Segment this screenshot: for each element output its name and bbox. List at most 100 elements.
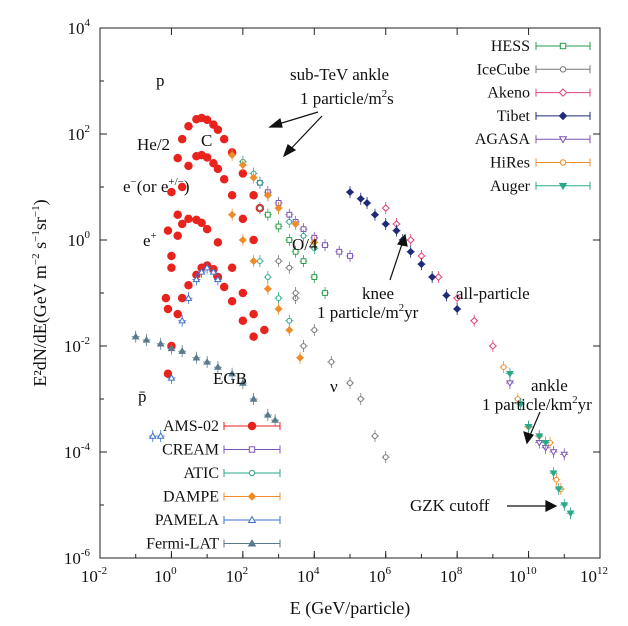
legend-marker: [558, 111, 568, 121]
data-point: [213, 238, 223, 247]
data-point: [336, 248, 343, 255]
x-tick-label: 100: [154, 565, 177, 586]
x-tick-exp: 6: [385, 565, 391, 577]
data-point: [311, 327, 318, 333]
data-point: [256, 179, 263, 186]
data-point: [275, 258, 282, 264]
x-tick-exp: 2: [243, 565, 249, 577]
y-tick-label: 104: [68, 17, 91, 38]
data-point: [560, 502, 569, 510]
data-point: [300, 258, 307, 264]
series-akeno: [381, 202, 497, 352]
legend-label: HiRes: [490, 155, 530, 172]
series-hess: [263, 208, 330, 299]
x-tick-exp: -2: [98, 565, 107, 577]
data-point: [249, 235, 258, 245]
series-icecube: [255, 202, 390, 464]
x-tick-base: 10: [509, 567, 526, 586]
label-subtev-2: 1 particle/m2s: [300, 88, 394, 108]
knee-arrowhead: [396, 233, 408, 247]
series-fermi-lat: [131, 330, 280, 427]
data-point: [406, 236, 415, 244]
data-point: [197, 267, 206, 275]
data-point: [256, 205, 263, 211]
data-point: [560, 451, 569, 459]
data-point: [184, 161, 193, 171]
y-tick-label: 102: [68, 123, 91, 144]
gzk-arrowhead: [545, 500, 558, 512]
x-tick-label: 1010: [509, 565, 538, 586]
data-point: [256, 258, 263, 264]
data-point: [347, 253, 353, 259]
data-point: [177, 219, 187, 229]
data-point: [161, 293, 171, 303]
legend-marker: [558, 136, 568, 144]
data-point: [213, 125, 223, 135]
data-point: [264, 274, 271, 280]
data-point: [249, 173, 258, 182]
legend-marker: [247, 492, 257, 501]
data-point: [453, 305, 462, 313]
data-point: [428, 273, 437, 281]
y-tick-base: 10: [68, 231, 85, 250]
data-point: [554, 486, 563, 494]
data-point: [177, 182, 187, 192]
y-tick-label: 100: [68, 229, 91, 250]
label-subtev-2sup: 2: [382, 88, 388, 100]
data-point: [322, 290, 328, 296]
data-point: [238, 236, 247, 244]
data-point: [417, 260, 426, 269]
label-electron-sup: +/−: [168, 176, 183, 188]
data-point: [442, 291, 451, 300]
label-positron-plus: +: [151, 230, 157, 242]
data-point: [249, 332, 258, 341]
label-subtev-2b: s: [387, 89, 394, 108]
x-tick-label: 106: [368, 565, 391, 586]
x-tick-label: 102: [226, 565, 249, 586]
legend-label: Fermi-LAT: [146, 536, 219, 553]
y-axis-label-mid1: s: [30, 242, 50, 254]
data-point: [271, 416, 279, 423]
series-pamela: [148, 261, 222, 443]
series-ams-02: [161, 113, 269, 378]
data-point: [296, 353, 304, 362]
data-point: [524, 424, 533, 431]
label-knee-2b: yr: [404, 303, 419, 322]
data-point: [311, 274, 318, 280]
data-point: [275, 223, 282, 230]
data-point: [156, 339, 165, 347]
label-subtev-1: sub-TeV ankle: [290, 65, 389, 84]
data-point: [238, 214, 248, 224]
data-point: [286, 317, 293, 324]
x-tick-base: 10: [368, 567, 385, 586]
y-tick-exp: -4: [81, 441, 91, 453]
label-positron-base: e: [143, 231, 151, 250]
subtev-arrowhead-2: [282, 144, 297, 158]
data-point: [228, 151, 237, 159]
data-point: [549, 449, 558, 457]
axis-ticks: 10-2 100 102 104 106 108 1010 101210-610-410-21…: [64, 17, 608, 586]
label-knee-1: knee: [362, 284, 394, 303]
data-point: [238, 379, 247, 386]
data-point: [167, 263, 176, 272]
y-axis-label-exp3: −1: [30, 205, 42, 217]
legend-label: Auger: [490, 178, 531, 195]
x-tick-label: 104: [297, 565, 320, 586]
data-point: [363, 199, 371, 207]
data-point: [263, 410, 272, 418]
data-point: [300, 232, 307, 239]
data-point: [228, 210, 237, 219]
legend-label: CREAM: [162, 442, 219, 459]
data-point: [372, 433, 378, 439]
x-tick-label: 10-2: [81, 565, 107, 586]
data-point: [131, 332, 140, 340]
data-point: [322, 242, 328, 249]
data-point: [292, 248, 299, 255]
ankle-arrowhead: [523, 431, 534, 445]
data-point: [192, 353, 201, 361]
x-tick-label: 1012: [580, 565, 608, 586]
subtev-arrowhead-1: [268, 117, 283, 128]
data-point: [263, 191, 272, 200]
data-point: [249, 394, 258, 402]
